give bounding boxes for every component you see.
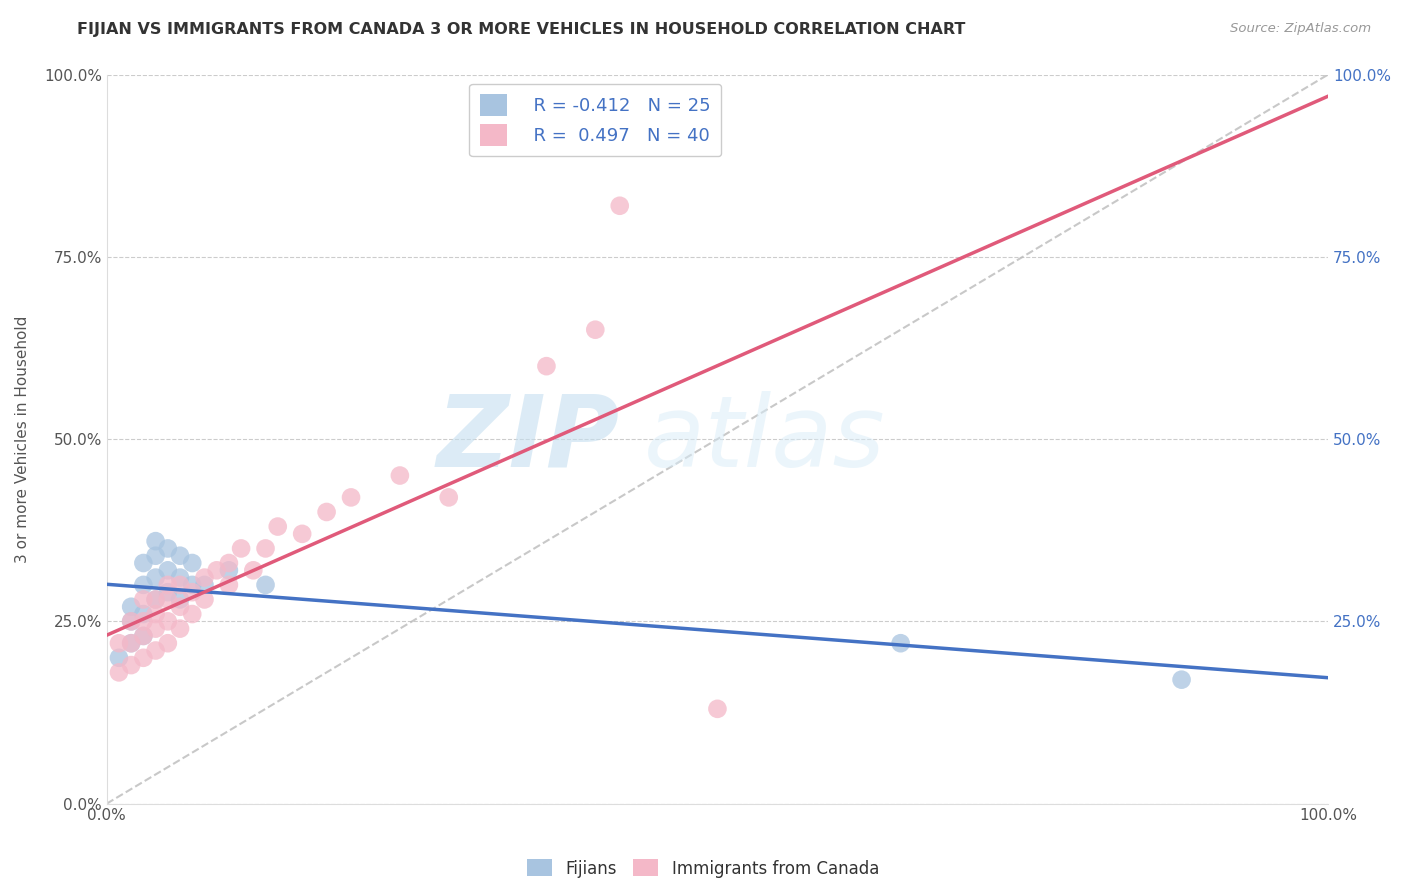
Point [193,592,215,607]
Point [156,585,179,599]
Point [205,563,228,577]
Point [1170,673,1192,687]
Legend: Fijians, Immigrants from Canada: Fijians, Immigrants from Canada [520,853,886,884]
Point [132,615,155,629]
Point [340,491,363,505]
Point [291,526,314,541]
Point [145,592,167,607]
Point [145,607,167,621]
Point [169,622,191,636]
Point [218,556,240,570]
Point [132,650,155,665]
Point [254,578,277,592]
Point [108,650,131,665]
Point [706,702,728,716]
Y-axis label: 3 or more Vehicles in Household: 3 or more Vehicles in Household [15,316,30,563]
Point [132,629,155,643]
Point [536,359,558,373]
Point [437,491,460,505]
Point [132,607,155,621]
Point [890,636,912,650]
Point [156,636,179,650]
Point [120,636,142,650]
Point [583,323,606,337]
Point [156,541,179,556]
Point [145,643,167,657]
Point [181,585,204,599]
Legend:   R = -0.412   N = 25,   R =  0.497   N = 40: R = -0.412 N = 25, R = 0.497 N = 40 [470,84,721,156]
Point [181,556,204,570]
Point [145,571,167,585]
Point [169,599,191,614]
Point [120,615,142,629]
Point [169,549,191,563]
Point [132,578,155,592]
Point [132,592,155,607]
Text: atlas: atlas [644,391,886,488]
Point [145,622,167,636]
Point [120,599,142,614]
Point [193,571,215,585]
Point [156,592,179,607]
Point [169,592,191,607]
Point [267,519,290,533]
Point [120,658,142,673]
Point [156,615,179,629]
Point [609,199,631,213]
Point [254,541,277,556]
Point [169,571,191,585]
Text: ZIP: ZIP [437,391,620,488]
Point [156,578,179,592]
Point [108,636,131,650]
Point [218,563,240,577]
Point [229,541,252,556]
Point [156,563,179,577]
Point [145,534,167,549]
Point [181,607,204,621]
Point [132,556,155,570]
Point [132,629,155,643]
Point [193,578,215,592]
Point [218,578,240,592]
Text: FIJIAN VS IMMIGRANTS FROM CANADA 3 OR MORE VEHICLES IN HOUSEHOLD CORRELATION CHA: FIJIAN VS IMMIGRANTS FROM CANADA 3 OR MO… [77,22,966,37]
Point [169,578,191,592]
Point [120,615,142,629]
Point [388,468,411,483]
Point [145,592,167,607]
Point [108,665,131,680]
Point [315,505,337,519]
Point [145,549,167,563]
Point [120,636,142,650]
Text: Source: ZipAtlas.com: Source: ZipAtlas.com [1230,22,1371,36]
Point [242,563,264,577]
Point [181,578,204,592]
